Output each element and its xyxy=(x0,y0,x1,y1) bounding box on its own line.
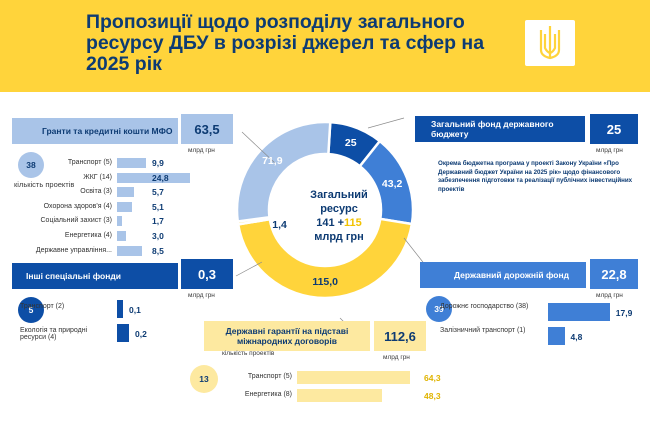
bar-value-label: 5,7 xyxy=(152,187,164,198)
bar-value-label: 64,3 xyxy=(424,373,441,383)
bar-category-label: Енергетика (4) xyxy=(64,232,112,239)
bar-category-label: Соціальний захист (3) xyxy=(40,217,113,225)
bar-value-label: 4,8 xyxy=(570,332,583,342)
donut-slice-label: 25 xyxy=(344,136,357,149)
bar xyxy=(297,389,382,402)
bar-category-label: Охорона здоров'я (4) xyxy=(43,202,112,210)
connector-line xyxy=(403,237,427,267)
grants-projects-badge: 38 xyxy=(18,152,44,178)
donut-slice-label: 43,2 xyxy=(381,178,403,190)
bar-category-label: Екологія та природні ресурси (4) xyxy=(20,327,88,341)
grants-projects-label: кількість проектів xyxy=(14,180,75,189)
guarantees-label: Державні гарантії на підставі міжнародни… xyxy=(204,321,370,351)
connector-line xyxy=(235,261,263,277)
donut-slice-label: 71,9 xyxy=(262,154,283,167)
bar xyxy=(297,371,410,384)
guarantees-projects-badge: 13 xyxy=(190,365,218,393)
bar-value-label: 48,3 xyxy=(424,391,441,401)
bar-value-label: 9,9 xyxy=(152,158,164,168)
center-value-a: 141 xyxy=(316,217,335,229)
grants-label: Гранти та кредитні кошти МФО xyxy=(12,118,178,144)
grants-unit: млрд грн xyxy=(188,147,215,154)
center-value-b: 115 xyxy=(344,217,362,229)
grants-total: 63,5 xyxy=(181,114,233,144)
bar xyxy=(117,231,126,241)
guarantees-projects-label: кількість проектів xyxy=(222,350,275,357)
bar-value-label: 5,1 xyxy=(152,201,164,212)
connector-line xyxy=(367,117,405,129)
guarantees-unit: млрд грн xyxy=(383,354,410,361)
bar xyxy=(117,324,129,342)
road-fund-total: 22,8 xyxy=(590,259,638,289)
special-funds-unit: млрд грн xyxy=(188,292,215,299)
road-fund-label: Державний дорожній фонд xyxy=(420,262,586,288)
general-fund-total: 25 xyxy=(590,114,638,144)
bar xyxy=(117,172,191,183)
donut-slice xyxy=(235,120,332,223)
coat-of-arms-icon xyxy=(525,20,575,66)
special-funds-projects-badge: 5 xyxy=(18,297,44,323)
bar-value-label: 3,0 xyxy=(152,231,164,241)
bar-category-label: Дорожнє господарство (38) xyxy=(440,303,529,310)
general-fund-note: Окрема бюджетна програма у проекті Закон… xyxy=(438,160,633,193)
bar-value-label: 0,1 xyxy=(129,305,141,315)
bar-value-label: 17,9 xyxy=(615,308,633,318)
special-funds-total: 0,3 xyxy=(181,259,233,289)
bar-category-label: Енергетика (8) xyxy=(244,391,292,398)
donut-slice xyxy=(236,217,414,300)
bar-value-label: 8,5 xyxy=(152,245,164,256)
bar-category-label: Залізничний транспорт (1) xyxy=(440,327,526,334)
center-unit: млрд грн xyxy=(314,231,364,243)
donut-slice-label: 115,0 xyxy=(312,275,339,288)
donut-center-label: Загальний ресурс 141 +115 млрд грн xyxy=(289,188,389,244)
bar xyxy=(117,201,133,212)
bar xyxy=(117,187,134,198)
center-plus: + xyxy=(334,217,345,229)
bar-value-label: 1,7 xyxy=(152,216,164,227)
guarantees-total: 112,6 xyxy=(374,321,426,351)
bar xyxy=(548,327,565,345)
bar-value-label: 0,2 xyxy=(135,329,147,339)
bar xyxy=(117,158,147,168)
general-fund-unit: млрд грн xyxy=(596,147,623,154)
connector-line xyxy=(241,131,277,165)
bar-value-label: 24,8 xyxy=(152,172,169,183)
bar-category-label: Транспорт (5) xyxy=(67,159,112,166)
bar-category-label: ЖКГ (14) xyxy=(83,173,112,181)
road-fund-unit: млрд грн xyxy=(596,292,623,299)
bar xyxy=(117,245,143,256)
center-line-2: ресурс xyxy=(320,203,358,215)
bar xyxy=(117,300,123,318)
bar-category-label: Транспорт (5) xyxy=(247,373,292,380)
bar xyxy=(117,216,122,227)
special-funds-label: Інші спеціальні фонди xyxy=(12,263,178,289)
bar-category-label: Освіта (3) xyxy=(80,188,112,196)
bar xyxy=(548,303,610,321)
page-title: Пропозиції щодо розподілу загального рес… xyxy=(86,11,485,75)
general-fund-label: Загальний фонд державного бюджету xyxy=(415,116,585,142)
donut-slice-label: 1,4 xyxy=(272,219,287,232)
bar-category-label: Транспорт (2) xyxy=(20,303,65,310)
bar-category-label: Державне управління... xyxy=(35,246,112,254)
center-line-1: Загальний xyxy=(310,189,368,201)
road-fund-projects-badge: 39 xyxy=(426,296,452,322)
